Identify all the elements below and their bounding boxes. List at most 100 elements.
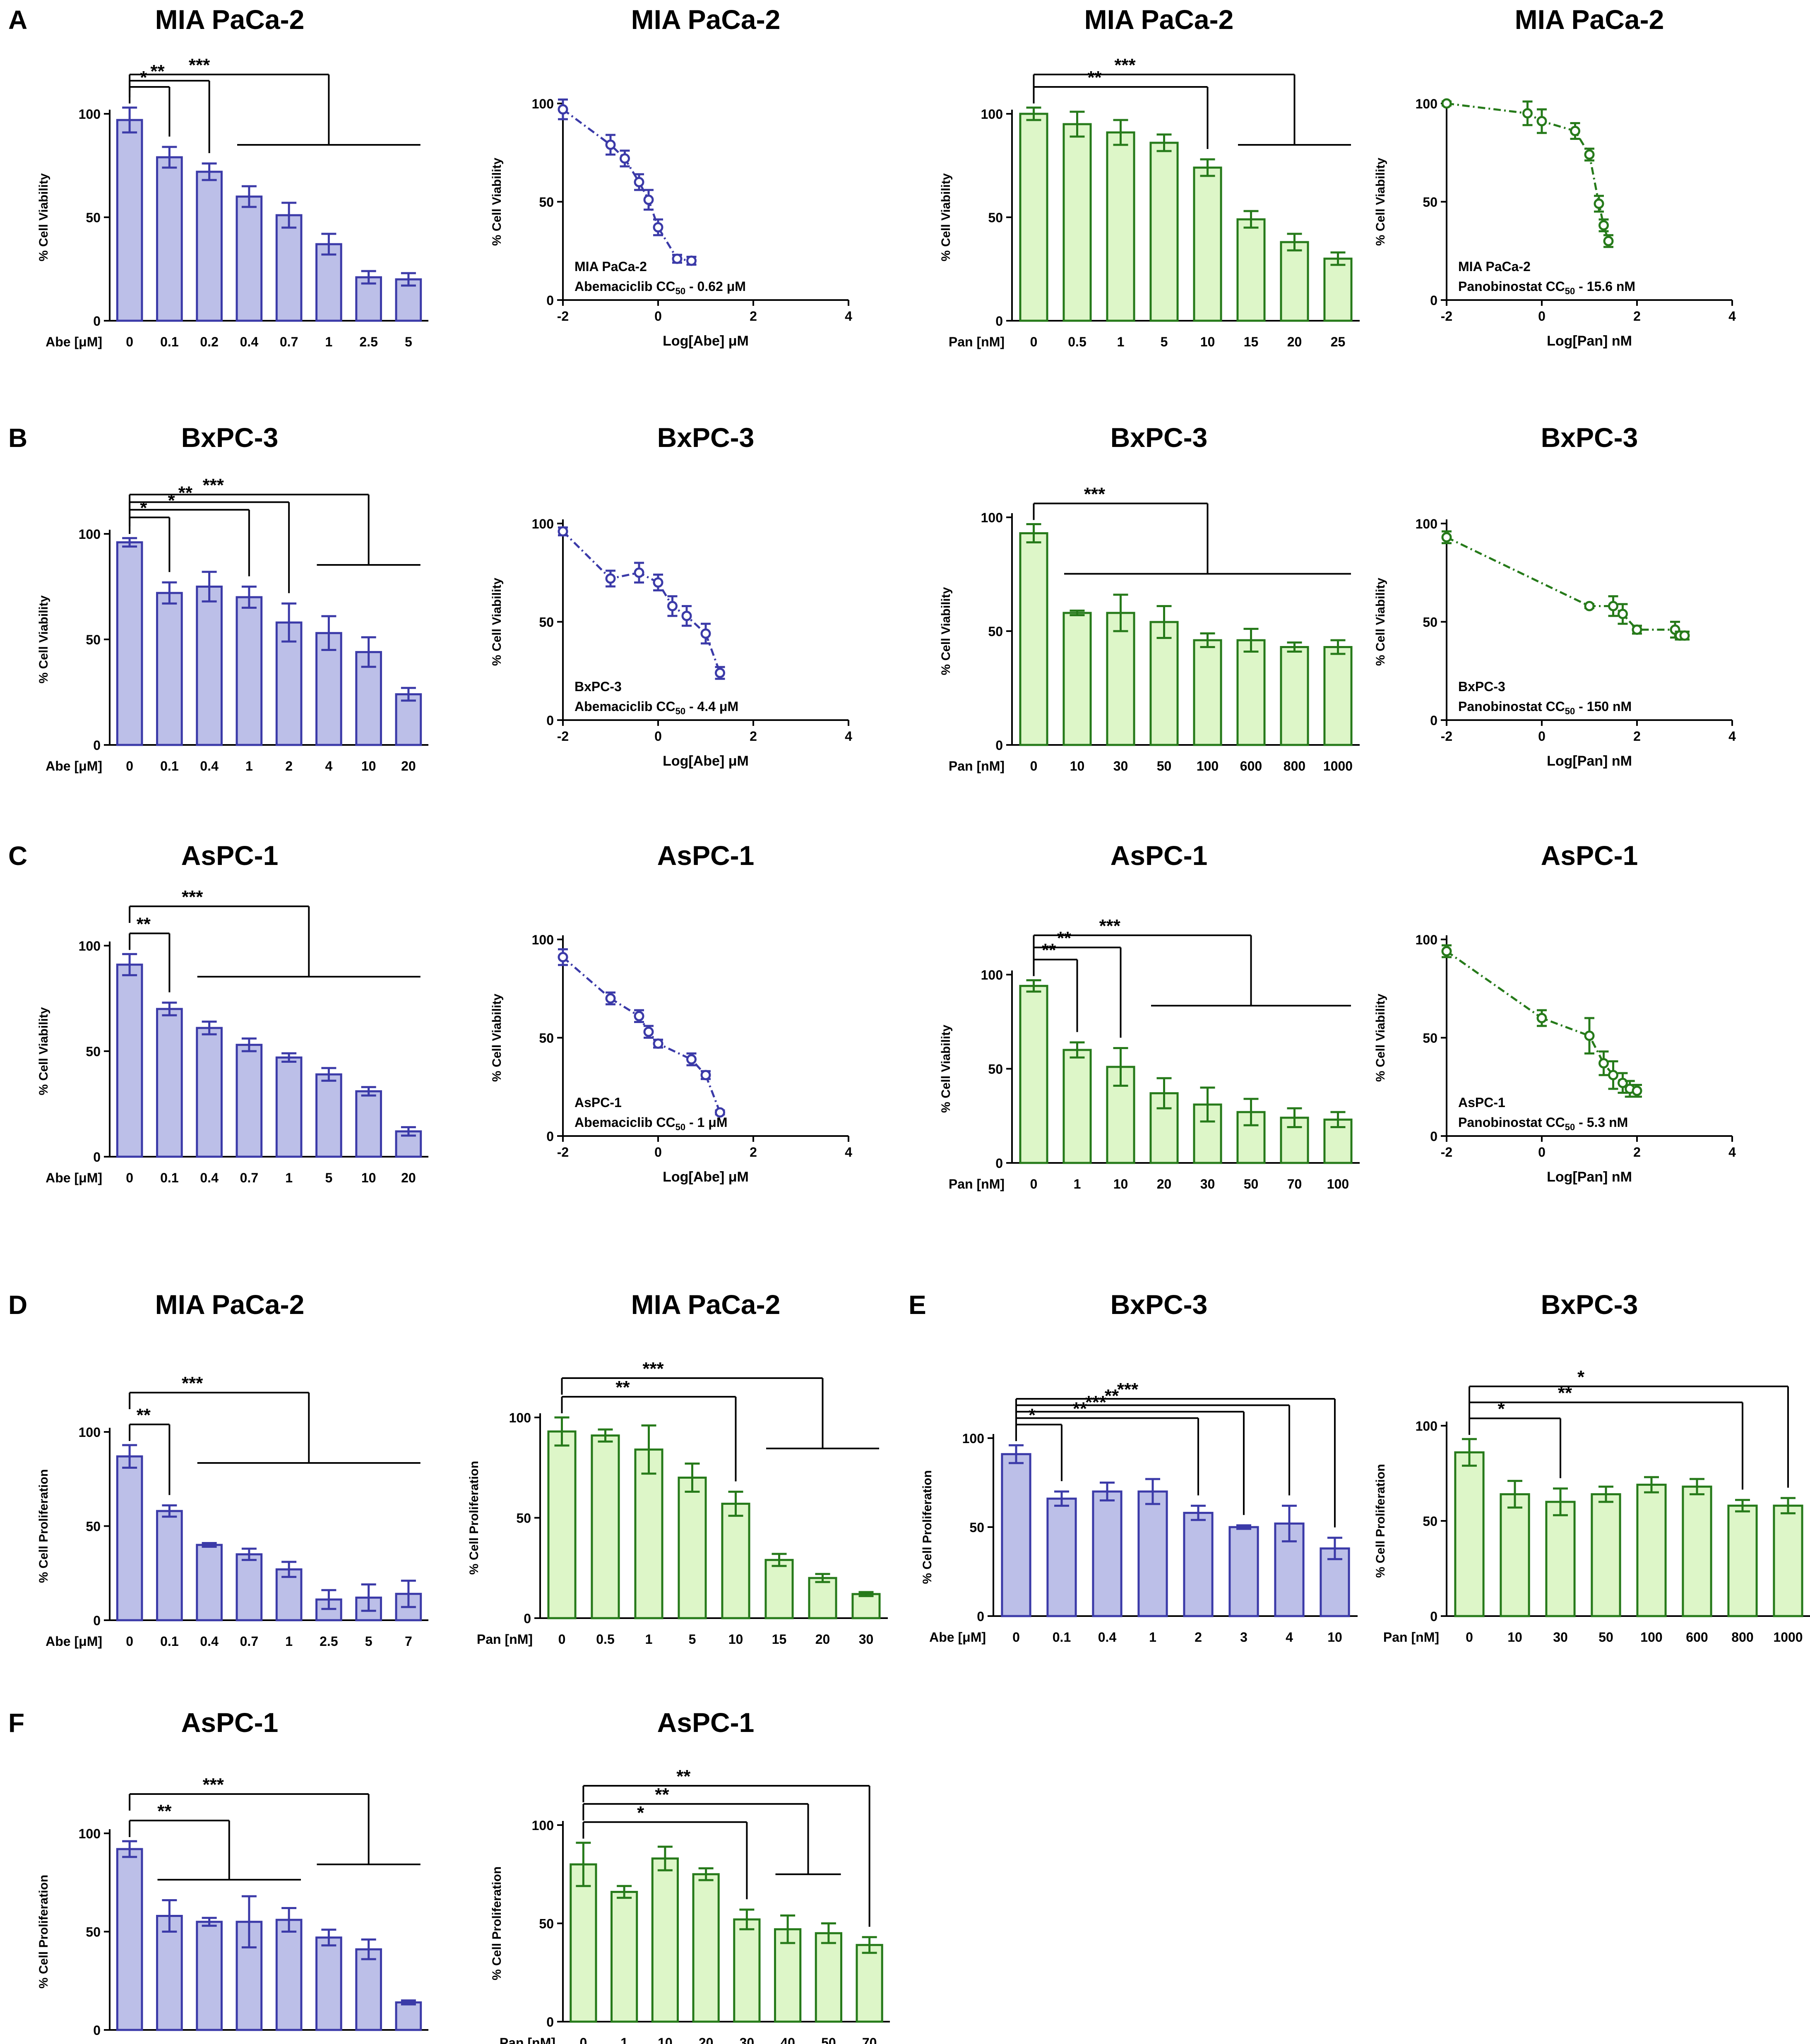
x-tick-label: 10 bbox=[1327, 1630, 1342, 1645]
fit-curve bbox=[562, 531, 721, 673]
sig-label: * bbox=[1498, 1399, 1505, 1419]
x-tick-label: 2 bbox=[1633, 1145, 1641, 1160]
y-axis-label: % Cell Viability bbox=[939, 173, 953, 261]
data-point bbox=[1608, 601, 1618, 611]
x-tick-label: 0.4 bbox=[200, 1170, 219, 1185]
x-tick-label: -2 bbox=[557, 1145, 569, 1160]
bar bbox=[1280, 241, 1309, 322]
bar bbox=[116, 963, 143, 1158]
x-tick-label: 0 bbox=[654, 1145, 662, 1160]
y-tick-label: 0 bbox=[1430, 1609, 1437, 1624]
chart-c4: AsPC-1 0 50 100 % Cell Viability -2 0 2 4 Log[Pan… bbox=[1374, 840, 1736, 1185]
panel-letter-d: D bbox=[8, 1290, 27, 1320]
bar bbox=[275, 1919, 303, 2031]
bar bbox=[355, 1090, 382, 1158]
chart-title: BxPC-3 bbox=[1541, 422, 1638, 453]
x-tick-label: 1 bbox=[1074, 1177, 1081, 1191]
x-tick-label: 4 bbox=[845, 729, 852, 744]
y-axis-label: % Cell Proliferation bbox=[37, 1469, 50, 1583]
bar bbox=[156, 1915, 183, 2031]
annotation-cc50: Panobinostat CC50 - 15.6 nM bbox=[1458, 279, 1635, 296]
x-tick-label: 2 bbox=[1195, 1630, 1202, 1645]
bar bbox=[1106, 612, 1135, 746]
x-tick-label: 0.4 bbox=[240, 334, 259, 349]
y-tick-label: 100 bbox=[532, 516, 554, 531]
y-tick-label: 50 bbox=[988, 624, 1003, 639]
chart-title: MIA PaCa-2 bbox=[631, 1289, 781, 1320]
y-tick-label: 0 bbox=[995, 738, 1003, 753]
data-point bbox=[605, 993, 616, 1004]
chart-b1: BxPC-3 0 50 100 % Cell Viability Abe [μM] 0 0.1… bbox=[37, 422, 428, 773]
x-tick-label: 0.4 bbox=[1098, 1630, 1117, 1645]
sig-label: *** bbox=[203, 1775, 224, 1795]
y-tick-label: 0 bbox=[93, 314, 101, 329]
data-point bbox=[715, 1107, 725, 1118]
y-tick-label: 100 bbox=[1416, 1419, 1437, 1434]
data-point bbox=[653, 222, 663, 233]
data-point bbox=[1536, 116, 1547, 127]
data-point bbox=[667, 601, 678, 611]
x-tick-label: 40 bbox=[780, 2035, 795, 2044]
x-tick-label: 50 bbox=[1598, 1630, 1613, 1645]
chart-title: BxPC-3 bbox=[1111, 1289, 1208, 1320]
bar bbox=[1545, 1501, 1576, 1617]
chart-title: BxPC-3 bbox=[657, 422, 755, 453]
sig-label: * bbox=[1577, 1367, 1585, 1387]
x-tick-label: 4 bbox=[845, 309, 852, 324]
panel-letter-f: F bbox=[8, 1708, 24, 1738]
x-tick-label: 0 bbox=[1030, 334, 1038, 349]
bar bbox=[547, 1430, 577, 1619]
x-tick-label: 0 bbox=[126, 759, 133, 773]
chart-title: BxPC-3 bbox=[1111, 422, 1208, 453]
bar bbox=[1092, 1490, 1123, 1617]
y-tick-label: 100 bbox=[79, 1826, 101, 1841]
data-point bbox=[1522, 108, 1533, 119]
x-tick-label: 10 bbox=[1200, 334, 1215, 349]
x-unit-label: Pan [nM] bbox=[949, 759, 1005, 773]
x-tick-label: 2.5 bbox=[359, 334, 377, 349]
x-tick-label: 4 bbox=[1286, 1630, 1293, 1645]
x-tick-label: 4 bbox=[1728, 1145, 1736, 1160]
x-tick-label: 0 bbox=[1466, 1630, 1473, 1645]
y-tick-label: 0 bbox=[977, 1609, 984, 1624]
bar bbox=[156, 1510, 183, 1621]
annotation-drug: Panobinostat CC bbox=[1458, 279, 1565, 294]
y-axis-label: % Cell Viability bbox=[37, 595, 50, 683]
x-tick-label: 600 bbox=[1686, 1630, 1708, 1645]
x-tick-label: 7 bbox=[405, 1634, 412, 1649]
annotation-value: - 0.62 μM bbox=[685, 279, 746, 294]
y-axis-label: % Cell Viability bbox=[1374, 578, 1387, 666]
x-tick-label: 10 bbox=[658, 2035, 673, 2044]
fit-curve bbox=[1446, 950, 1637, 1092]
y-tick-label: 0 bbox=[995, 1156, 1003, 1171]
sig-label: * bbox=[637, 1803, 644, 1823]
bar bbox=[315, 243, 342, 322]
x-tick-label: 20 bbox=[401, 759, 416, 773]
bar bbox=[1001, 1453, 1031, 1617]
annotation-drug: Panobinostat CC bbox=[1458, 1115, 1565, 1130]
bar bbox=[1500, 1493, 1530, 1617]
x-axis-label: Log[Pan] nM bbox=[1547, 753, 1632, 769]
x-tick-label: 30 bbox=[1553, 1630, 1568, 1645]
annotation-drug: Abemaciclib CC bbox=[574, 279, 675, 294]
x-tick-label: 1 bbox=[1149, 1630, 1156, 1645]
y-tick-label: 0 bbox=[1430, 713, 1437, 728]
data-point bbox=[605, 573, 616, 584]
x-tick-label: 0 bbox=[1538, 729, 1546, 744]
x-unit-label: Abe [μM] bbox=[46, 1634, 102, 1649]
bar bbox=[196, 171, 223, 322]
y-axis-label: % Cell Proliferation bbox=[467, 1461, 481, 1575]
x-tick-label: 2 bbox=[1633, 729, 1641, 744]
x-tick-label: 1 bbox=[285, 1634, 293, 1649]
bar bbox=[692, 1873, 720, 2023]
y-tick-label: 0 bbox=[546, 293, 554, 308]
x-tick-label: 1 bbox=[325, 334, 332, 349]
y-axis-label: % Cell Viability bbox=[490, 578, 504, 666]
y-tick-label: 0 bbox=[93, 738, 101, 753]
x-tick-label: 4 bbox=[1728, 729, 1736, 744]
x-tick-label: 0.7 bbox=[240, 1634, 258, 1649]
sig-label: ** bbox=[615, 1377, 630, 1398]
y-tick-label: 0 bbox=[93, 2023, 101, 2038]
